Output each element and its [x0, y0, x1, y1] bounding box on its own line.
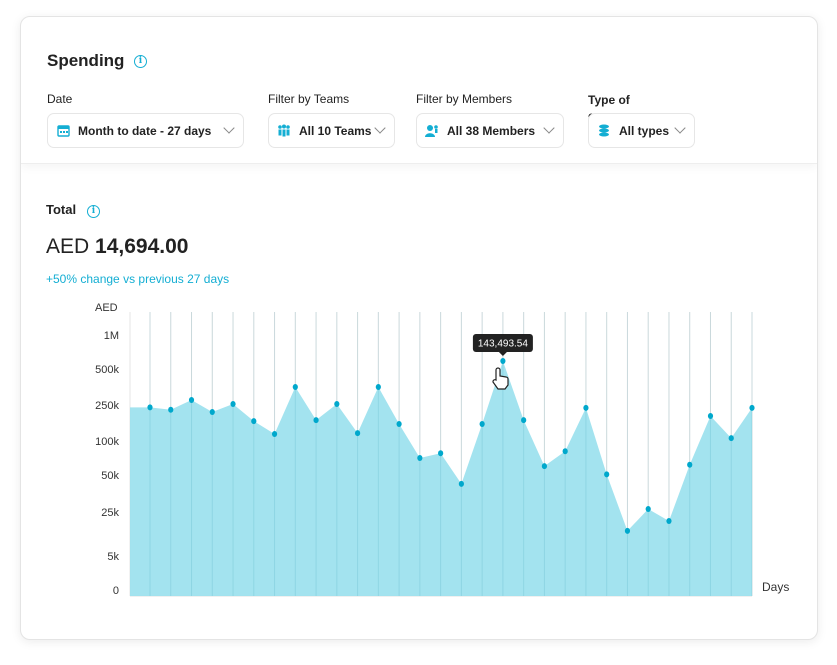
- change-text: +50% change vs previous 27 days: [46, 272, 230, 286]
- teams-select-value: All 10 Teams: [299, 123, 372, 138]
- y-tick-label: 100k: [95, 436, 119, 448]
- data-point[interactable]: [500, 357, 506, 364]
- expense-type-select-value: All types: [619, 123, 670, 138]
- data-point[interactable]: [583, 404, 589, 411]
- y-axis-label: AED: [95, 302, 118, 314]
- coins-icon: [597, 124, 611, 138]
- data-point[interactable]: [417, 455, 423, 461]
- data-point[interactable]: [209, 408, 215, 415]
- teams-icon: [277, 124, 291, 138]
- teams-select[interactable]: All 10 Teams: [268, 113, 395, 148]
- data-point[interactable]: [749, 404, 755, 411]
- x-axis-label: Days: [762, 580, 789, 594]
- area-fill: [130, 360, 752, 596]
- data-point[interactable]: [147, 404, 153, 411]
- data-point[interactable]: [645, 506, 651, 513]
- y-tick-label: 1M: [104, 330, 119, 342]
- y-tick-label: 250k: [95, 400, 119, 412]
- date-select[interactable]: Month to date - 27 days: [47, 113, 244, 148]
- data-point[interactable]: [707, 413, 714, 420]
- data-point[interactable]: [334, 400, 340, 407]
- page-title: Spending: [47, 51, 125, 70]
- data-point[interactable]: [396, 420, 402, 427]
- data-point[interactable]: [666, 518, 672, 525]
- hand-cursor-icon: [492, 367, 509, 390]
- calendar-icon: [56, 124, 70, 138]
- members-select[interactable]: All 38 Members: [416, 113, 564, 148]
- members-select-value: All 38 Members: [447, 123, 536, 138]
- spending-header: Spending i Date Month to date - 27 days …: [21, 17, 817, 164]
- expense-type-select[interactable]: All types: [588, 113, 695, 148]
- data-point[interactable]: [230, 400, 236, 407]
- data-point[interactable]: [271, 431, 278, 438]
- info-icon[interactable]: i: [134, 55, 147, 68]
- data-point[interactable]: [251, 418, 257, 425]
- data-point[interactable]: [604, 471, 610, 478]
- data-point[interactable]: [375, 384, 381, 390]
- filter-label-teams: Filter by Teams: [268, 92, 350, 106]
- members-icon: [425, 124, 439, 138]
- data-point[interactable]: [687, 461, 693, 468]
- currency: AED: [46, 235, 90, 258]
- total-amount: AED 14,694.00: [46, 235, 188, 259]
- y-tick-label: 0: [113, 585, 119, 597]
- y-tick-label: 500k: [95, 364, 119, 376]
- tooltip-box: [472, 333, 533, 352]
- date-select-value: Month to date - 27 days: [78, 123, 212, 138]
- y-tick-label: 25k: [101, 507, 119, 519]
- amount-value: 14,694.00: [95, 235, 189, 258]
- data-point[interactable]: [624, 527, 631, 534]
- filter-label-members: Filter by Members: [416, 92, 513, 106]
- tooltip-text: 143,493.54: [478, 338, 528, 349]
- data-point[interactable]: [458, 480, 464, 487]
- total-label: Total: [46, 202, 77, 217]
- info-icon[interactable]: i: [87, 205, 100, 218]
- y-tick-label: 5k: [107, 551, 119, 563]
- data-point[interactable]: [188, 396, 195, 403]
- data-point[interactable]: [541, 463, 548, 470]
- data-point[interactable]: [728, 435, 734, 442]
- data-point[interactable]: [521, 417, 527, 424]
- data-point[interactable]: [168, 406, 174, 413]
- data-point[interactable]: [562, 448, 568, 455]
- tooltip: 143,493.54: [472, 333, 533, 356]
- data-point[interactable]: [292, 384, 298, 390]
- y-tick-label: 50k: [101, 470, 119, 482]
- data-point[interactable]: [438, 450, 444, 457]
- data-point[interactable]: [354, 430, 361, 437]
- tooltip-arrow: [498, 351, 507, 356]
- filter-label-date: Date: [47, 92, 73, 106]
- data-point[interactable]: [313, 417, 319, 424]
- data-point[interactable]: [479, 420, 485, 427]
